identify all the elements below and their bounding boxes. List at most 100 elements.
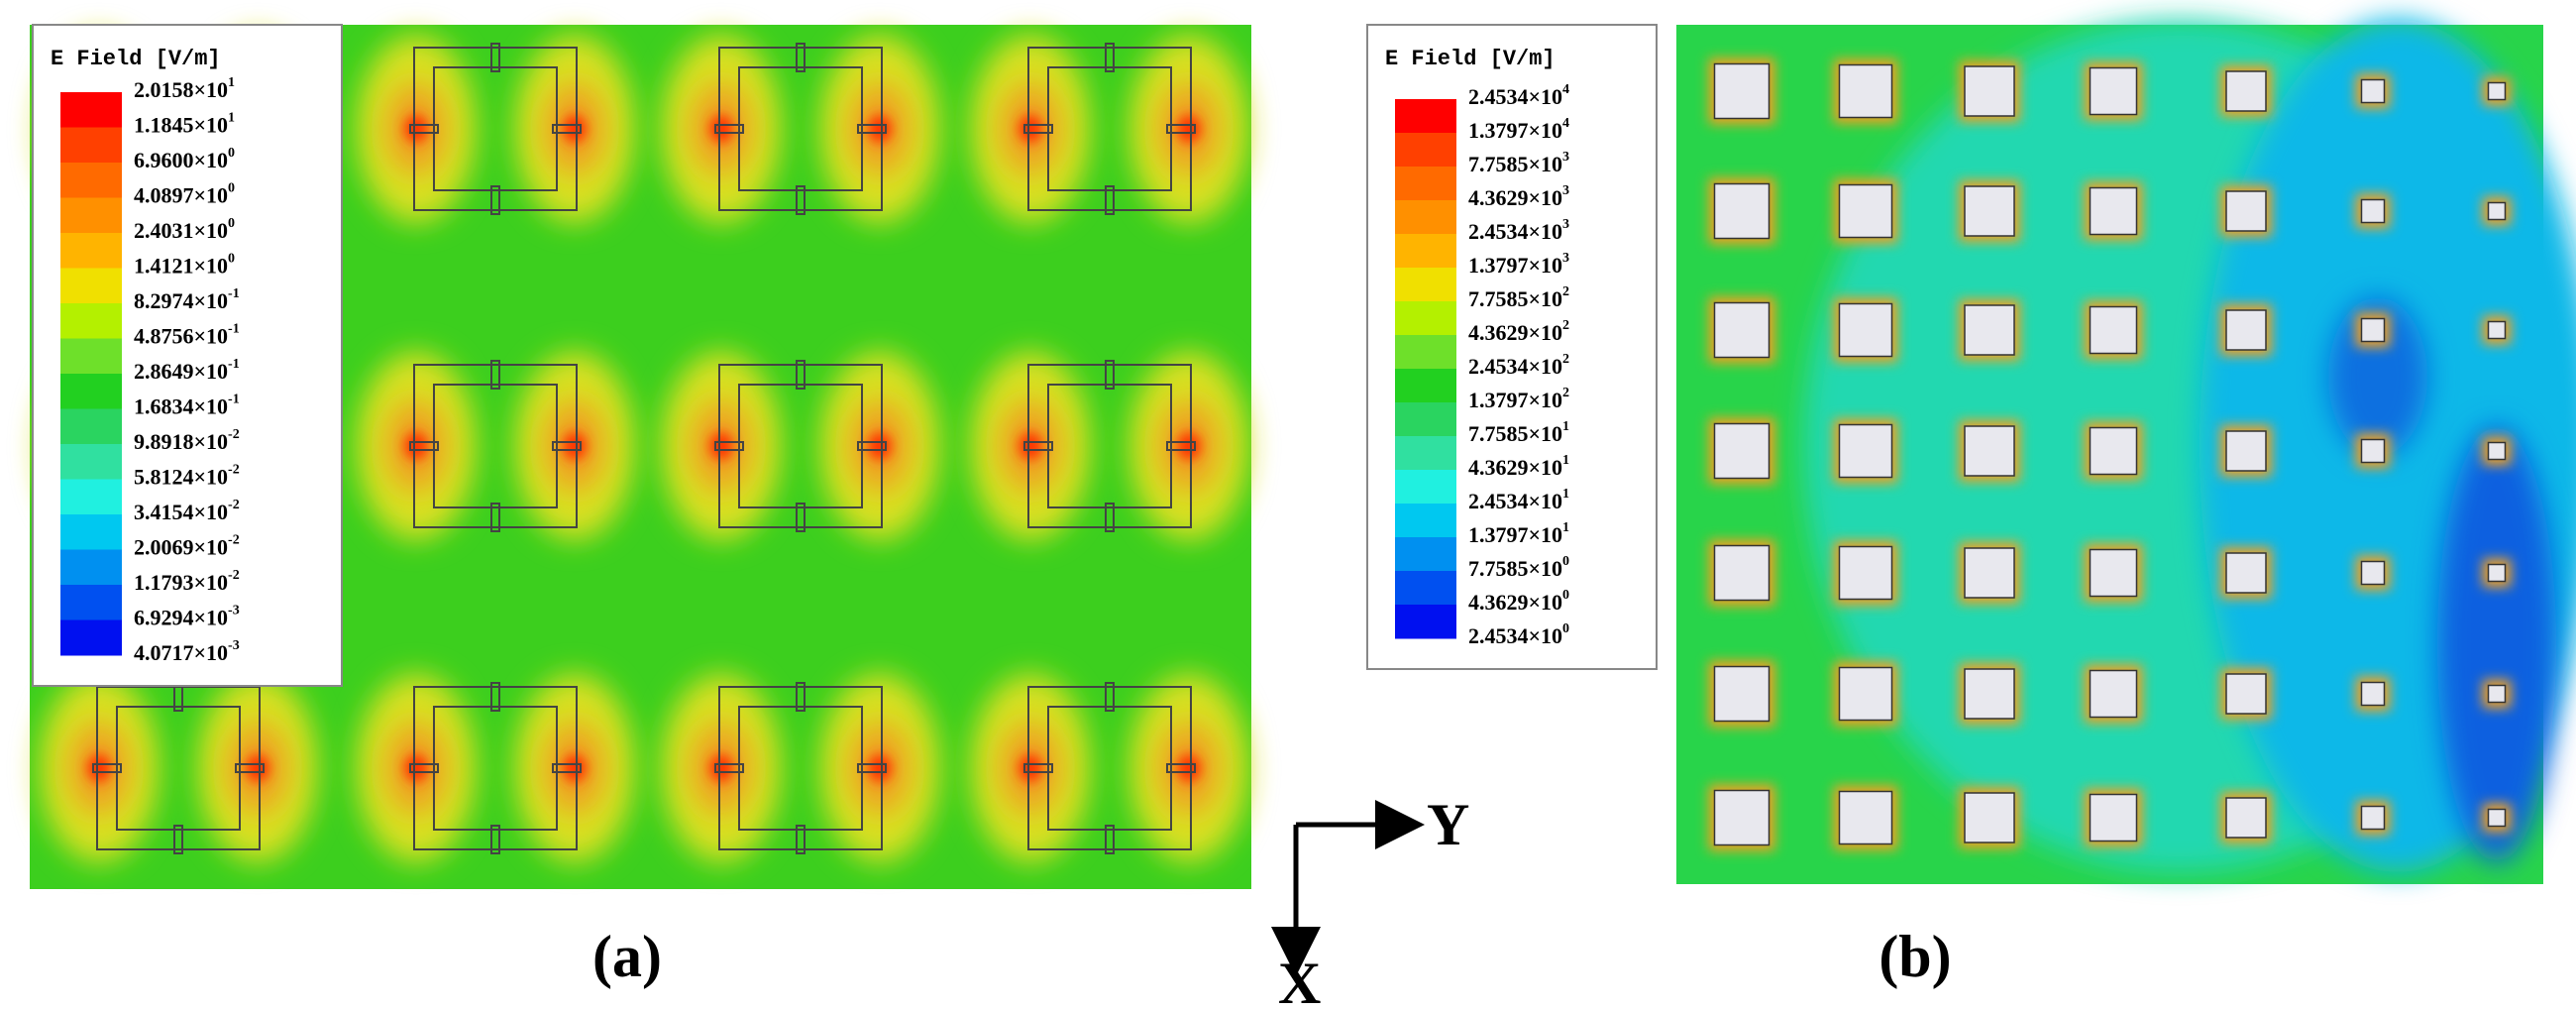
hotspot xyxy=(404,754,428,782)
label-exponent: 1 xyxy=(1562,419,1569,434)
gap xyxy=(714,763,744,773)
legend-label: 2.8649×10-1 xyxy=(134,357,240,384)
resonator xyxy=(357,674,634,862)
legend: E Field [V/m]2.0158×1011.1845×1016.9600×… xyxy=(32,24,343,687)
gap xyxy=(796,360,805,390)
color-band xyxy=(60,303,122,339)
resonator xyxy=(40,674,317,862)
ring-inner xyxy=(738,66,863,191)
label-base: 7.7585×10 xyxy=(1468,152,1562,176)
resonator xyxy=(357,35,634,223)
legend-label: 1.6834×10-1 xyxy=(134,393,240,419)
label-base: 1.3797×10 xyxy=(1468,118,1562,143)
resonator xyxy=(971,674,1248,862)
field-region xyxy=(2328,297,2427,456)
patch xyxy=(2089,186,2138,236)
legend-label: 3.4154×10-2 xyxy=(134,498,240,524)
hotspot xyxy=(404,432,428,460)
legend-label: 6.9294×10-3 xyxy=(134,604,240,630)
color-band xyxy=(1395,369,1456,403)
color-band xyxy=(60,514,122,550)
ring-outer xyxy=(718,364,883,528)
legend-label: 1.3797×103 xyxy=(1468,251,1569,278)
label-base: 9.8918×10 xyxy=(134,429,228,454)
legend-label: 4.3629×101 xyxy=(1468,453,1569,480)
ring-inner xyxy=(433,706,558,831)
label-base: 2.4534×10 xyxy=(1468,623,1562,648)
gap xyxy=(490,682,500,712)
ring-outer xyxy=(718,686,883,850)
gap xyxy=(1105,43,1115,72)
hotspot xyxy=(709,754,733,782)
patch xyxy=(2487,320,2507,340)
hotspot xyxy=(1177,754,1201,782)
hotspot xyxy=(868,115,892,143)
label-exponent: -3 xyxy=(228,604,240,618)
legend-label: 1.1793×10-2 xyxy=(134,568,240,595)
label-base: 1.3797×10 xyxy=(1468,253,1562,278)
gap xyxy=(173,825,183,854)
patch xyxy=(2225,190,2267,232)
hotspot xyxy=(1019,432,1042,460)
patch xyxy=(1838,302,1893,358)
gap xyxy=(1105,360,1115,390)
label-base: 2.4534×10 xyxy=(1468,84,1562,109)
label-exponent: 0 xyxy=(228,181,235,196)
label-exponent: 1 xyxy=(1562,520,1569,535)
legend-label: 7.7585×103 xyxy=(1468,150,1569,176)
label-base: 2.4534×10 xyxy=(1468,219,1562,244)
color-band xyxy=(1395,99,1456,134)
patch xyxy=(1964,65,2015,117)
patch xyxy=(1838,423,1893,479)
gap xyxy=(235,763,265,773)
gap xyxy=(1105,503,1115,532)
patch xyxy=(2360,438,2386,464)
label-exponent: 1 xyxy=(228,111,235,126)
patch xyxy=(1838,63,1893,119)
patch xyxy=(2360,198,2386,224)
label-base: 1.6834×10 xyxy=(134,394,228,419)
color-band xyxy=(60,197,122,234)
gap xyxy=(490,43,500,72)
legend-label: 2.4534×103 xyxy=(1468,217,1569,244)
ring-inner xyxy=(433,66,558,191)
resonator xyxy=(971,352,1248,540)
ring-inner xyxy=(738,384,863,508)
patch xyxy=(2487,808,2507,828)
patch xyxy=(1713,182,1771,240)
legend-label: 2.4031×100 xyxy=(134,216,235,243)
label-exponent: 4 xyxy=(1562,82,1569,97)
label-base: 4.0717×10 xyxy=(134,640,228,665)
legend-label: 4.3629×100 xyxy=(1468,588,1569,615)
patch xyxy=(2360,560,2386,586)
hotspot xyxy=(1177,432,1201,460)
patch xyxy=(1713,301,1771,359)
patch xyxy=(2089,548,2138,598)
gap xyxy=(490,825,500,854)
legend-label: 9.8918×10-2 xyxy=(134,427,240,454)
gap xyxy=(857,124,887,134)
label-exponent: -2 xyxy=(228,427,240,442)
gap xyxy=(1166,763,1196,773)
patch xyxy=(2089,305,2138,355)
legend-label: 4.0897×100 xyxy=(134,181,235,208)
legend-label: 1.3797×104 xyxy=(1468,116,1569,143)
ring-inner xyxy=(1047,384,1172,508)
label-exponent: 3 xyxy=(1562,183,1569,198)
gap xyxy=(552,441,582,451)
ring-inner xyxy=(116,706,241,831)
legend-label: 4.8756×10-1 xyxy=(134,322,240,349)
legend-label: 7.7585×101 xyxy=(1468,419,1569,446)
patch xyxy=(2360,317,2386,343)
patch xyxy=(2089,669,2138,719)
color-band xyxy=(1395,335,1456,370)
resonator xyxy=(971,35,1248,223)
patch xyxy=(2089,793,2138,842)
label-base: 2.8649×10 xyxy=(134,359,228,384)
hotspot xyxy=(868,432,892,460)
patch xyxy=(1838,545,1893,601)
label-base: 4.8756×10 xyxy=(134,324,228,349)
patch xyxy=(2487,441,2507,461)
hotspot xyxy=(563,115,587,143)
